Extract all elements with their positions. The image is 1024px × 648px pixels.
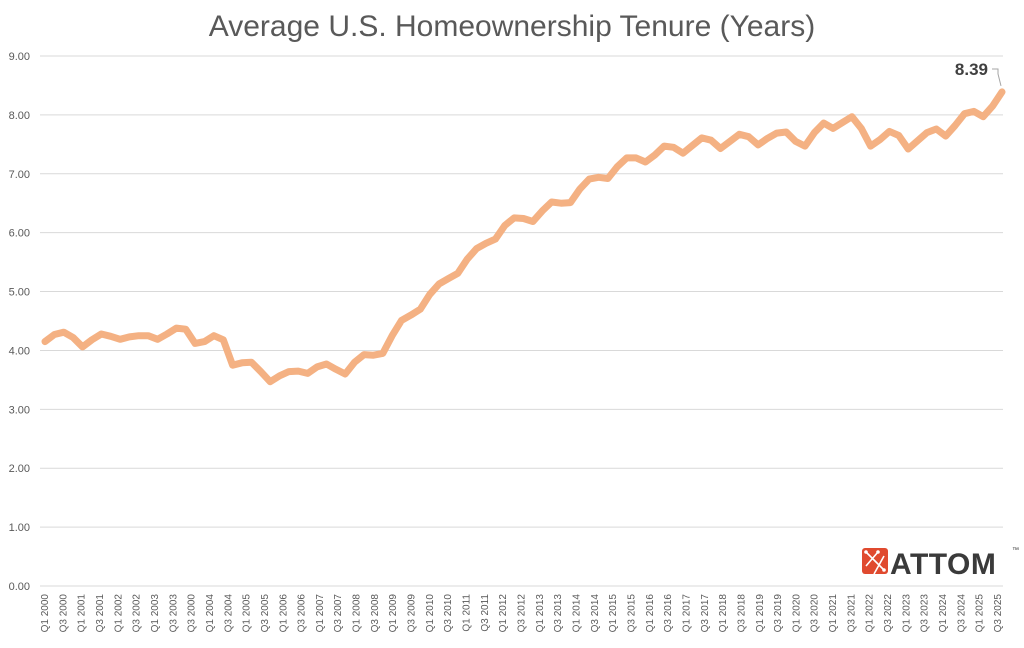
x-tick-label: Q3 2005 [260, 594, 271, 633]
x-tick-label: Q1 2009 [388, 594, 399, 633]
y-tick-label: 7.00 [9, 169, 30, 181]
y-tick-label: 5.00 [9, 287, 30, 299]
x-tick-label: Q3 2025 [993, 594, 1004, 633]
y-tick-label: 1.00 [9, 522, 30, 534]
x-tick-label: Q1 2015 [608, 594, 619, 633]
x-tick-label: Q3 2003 [168, 594, 179, 633]
x-tick-label: Q1 2016 [645, 594, 656, 633]
x-tick-label: Q1 2021 [828, 594, 839, 633]
attom-logo-text: ATTOM [890, 548, 996, 581]
x-tick-label: Q1 2003 [150, 594, 161, 633]
x-tick-label: Q1 2014 [571, 594, 582, 633]
x-tick-label: Q3 2000 [58, 594, 69, 633]
x-tick-label: Q3 2014 [590, 594, 601, 633]
x-tick-label: Q1 2000 [40, 594, 51, 633]
x-tick-label: Q3 2009 [407, 594, 418, 633]
x-tick-label: Q1 2005 [242, 594, 253, 633]
y-tick-label: 0.00 [9, 581, 30, 593]
x-tick-label: Q1 2002 [113, 594, 124, 633]
x-tick-label: Q3 2000 [187, 594, 198, 633]
x-tick-label: Q1 2025 [975, 594, 986, 633]
x-tick-label: Q3 2016 [663, 594, 674, 633]
x-tick-label: Q1 2012 [498, 594, 509, 633]
annotation-leader-line [992, 68, 1002, 87]
x-tick-label: Q1 2018 [718, 594, 729, 633]
x-tick-label: Q1 2022 [865, 594, 876, 633]
y-tick-label: 8.00 [9, 110, 30, 122]
x-tick-label: Q3 2007 [333, 594, 344, 633]
y-tick-label: 6.00 [9, 228, 30, 240]
attom-logo-tm: ™ [1012, 547, 1019, 554]
x-tick-label: Q3 2006 [297, 594, 308, 633]
x-tick-label: Q3 2023 [920, 594, 931, 633]
x-tick-label: Q3 2019 [773, 594, 784, 633]
x-tick-label: Q1 2023 [901, 594, 912, 633]
x-tick-label: Q1 2001 [77, 594, 88, 633]
x-tick-label: Q3 2011 [480, 594, 491, 632]
x-tick-label: Q1 2011 [462, 594, 473, 632]
x-tick-label: Q3 2021 [846, 594, 857, 633]
x-tick-label: Q1 2013 [535, 594, 546, 633]
gridlines [40, 55, 1003, 587]
x-tick-label: Q3 2012 [517, 594, 528, 633]
y-tick-label: 2.00 [9, 463, 30, 475]
x-tick-label: Q3 2018 [736, 594, 747, 633]
series-line [41, 88, 1006, 386]
x-tick-label: Q1 2024 [938, 594, 949, 633]
x-tick-label: Q3 2013 [553, 594, 564, 633]
y-tick-label: 3.00 [9, 404, 30, 416]
x-tick-label: Q3 2020 [810, 594, 821, 633]
x-tick-label: Q3 2008 [370, 594, 381, 633]
x-axis: Q1 2000 Q3 2000 Q1 2001 Q3 2001 Q1 2002 Q3 20… [40, 594, 1004, 633]
y-tick-label: 9.00 [9, 51, 30, 63]
x-tick-label: Q3 2004 [223, 594, 234, 633]
annotation: 8.39 [955, 60, 1002, 87]
x-tick-label: Q3 2017 [700, 594, 711, 633]
y-tick-label: 4.00 [9, 345, 30, 357]
x-tick-label: Q1 2004 [205, 594, 216, 633]
attom-logo: ATTOM ™ [862, 547, 1019, 581]
x-tick-label: Q1 2006 [278, 594, 289, 633]
x-tick-label: Q1 2010 [425, 594, 436, 633]
x-tick-label: Q1 2017 [681, 594, 692, 633]
x-tick-label: Q1 2007 [315, 594, 326, 633]
x-tick-label: Q1 2019 [755, 594, 766, 633]
x-tick-label: Q1 2020 [791, 594, 802, 633]
y-axis: 0.00 1.00 2.00 3.00 4.00 5.00 6.00 7.00 8.00 9.00 [9, 51, 30, 593]
x-tick-label: Q3 2001 [95, 594, 106, 633]
x-tick-label: Q3 2015 [626, 594, 637, 633]
attom-logo-icon [862, 548, 888, 575]
x-tick-label: Q3 2024 [956, 594, 967, 633]
x-tick-label: Q3 2022 [883, 594, 894, 633]
x-tick-label: Q3 2010 [443, 594, 454, 633]
x-tick-label: Q1 2008 [352, 594, 363, 633]
last-value-label: 8.39 [955, 60, 988, 79]
series-layer [41, 88, 1006, 386]
x-tick-label: Q3 2002 [132, 594, 143, 633]
chart-title: Average U.S. Homeownership Tenure (Years… [209, 10, 815, 43]
